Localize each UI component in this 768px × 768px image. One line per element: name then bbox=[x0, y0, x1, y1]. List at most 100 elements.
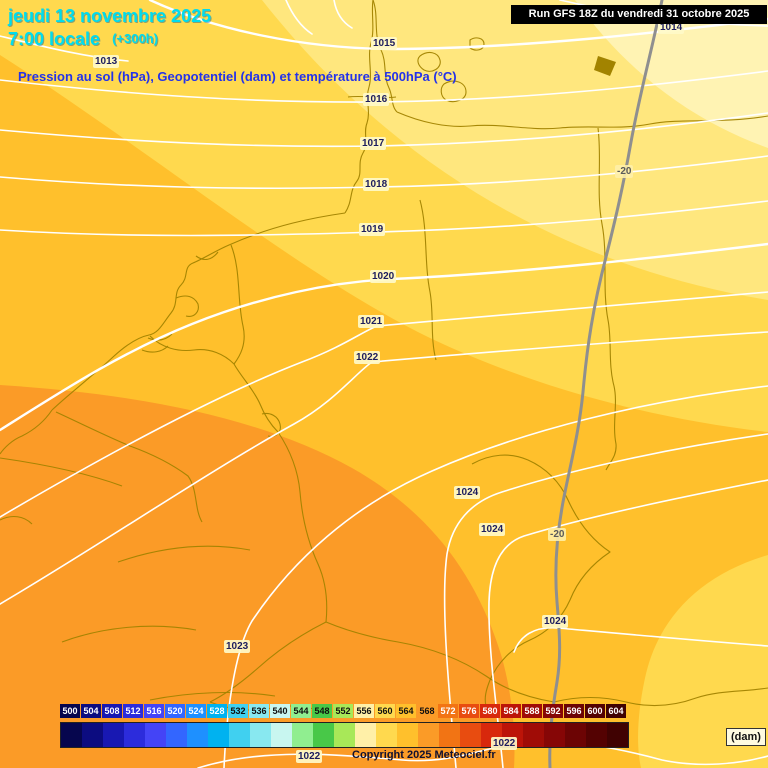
isobar-label: 1019 bbox=[359, 223, 386, 236]
german-internal-border bbox=[419, 199, 437, 361]
band-orange bbox=[0, 385, 515, 768]
legend-value: 592 bbox=[543, 704, 563, 718]
danish-island bbox=[417, 51, 441, 72]
legend-color-cell bbox=[523, 723, 544, 747]
legend-value: 500 bbox=[60, 704, 80, 718]
legend-color-cell bbox=[271, 723, 292, 747]
legend-value: 568 bbox=[417, 704, 437, 718]
map-subtitle: Pression au sol (hPa), Geopotentiel (dam… bbox=[18, 69, 457, 84]
legend-color-cell bbox=[145, 723, 166, 747]
legend-value: 520 bbox=[165, 704, 185, 718]
legend-color-cell bbox=[376, 723, 397, 747]
legend-color-cell bbox=[124, 723, 145, 747]
isobar-label: 1024 bbox=[542, 615, 569, 628]
legend-value: 560 bbox=[375, 704, 395, 718]
legend-value: 588 bbox=[522, 704, 542, 718]
legend-value: 540 bbox=[270, 704, 290, 718]
french-region-border bbox=[0, 457, 123, 487]
isobar-label: 1017 bbox=[360, 137, 387, 150]
isobar-line-1024 bbox=[443, 433, 768, 768]
france-belgium-border bbox=[55, 411, 203, 523]
model-run-info: Run GFS 18Z du vendredi 31 octobre 2025 bbox=[511, 5, 767, 24]
map-date: jeudi 13 novembre 2025 bbox=[8, 6, 212, 26]
copyright: Copyright 2025 Meteociel.fr bbox=[352, 749, 496, 761]
legend-value: 584 bbox=[501, 704, 521, 718]
isobar-label: 1016 bbox=[363, 93, 390, 106]
baltic-coast bbox=[396, 111, 768, 130]
map-time: 7:00 locale (+300h) bbox=[8, 29, 158, 50]
legend-color-cell bbox=[187, 723, 208, 747]
legend-value: 564 bbox=[396, 704, 416, 718]
isobar-label: 1020 bbox=[370, 270, 397, 283]
germany-poland-border bbox=[597, 127, 617, 471]
legend-color-bar bbox=[60, 722, 629, 748]
legend-value: 536 bbox=[249, 704, 269, 718]
isobar-line-1021 bbox=[0, 291, 768, 518]
isobar-fragment bbox=[285, 0, 313, 35]
legend-color-cell bbox=[61, 723, 82, 747]
legend-value: 552 bbox=[333, 704, 353, 718]
danish-island bbox=[440, 80, 467, 103]
isobar-label: 1021 bbox=[358, 315, 385, 328]
brittany-coast bbox=[0, 515, 33, 525]
isobar-label: 1022 bbox=[491, 737, 518, 750]
legend-value: 596 bbox=[564, 704, 584, 718]
map-time-text: 7:00 locale bbox=[8, 29, 101, 49]
legend-color-cell bbox=[208, 723, 229, 747]
legend-color-cell bbox=[103, 723, 124, 747]
legend-value: 604 bbox=[606, 704, 626, 718]
country-borders bbox=[0, 0, 768, 715]
isobar-label: 1022 bbox=[354, 351, 381, 364]
jutland-east-coast bbox=[372, 0, 398, 113]
legend-color-cell bbox=[439, 723, 460, 747]
legend-color-cell bbox=[355, 723, 376, 747]
legend-value: 528 bbox=[207, 704, 227, 718]
legend-color-cell bbox=[586, 723, 607, 747]
isobar-line-1023 bbox=[223, 385, 768, 768]
legend-color-cell bbox=[229, 723, 250, 747]
legend-color-cell bbox=[607, 723, 628, 747]
isobar-label: 1018 bbox=[363, 178, 390, 191]
french-region-border bbox=[117, 545, 251, 563]
legend-color-cell bbox=[313, 723, 334, 747]
north-sea-coast bbox=[51, 212, 346, 411]
french-region-border bbox=[149, 691, 276, 701]
isotherm-label: -20 bbox=[548, 528, 567, 541]
legend-value: 580 bbox=[480, 704, 500, 718]
legend-color-cell bbox=[292, 723, 313, 747]
isotherm-minus20-line bbox=[548, 0, 664, 768]
isobar-fragment bbox=[333, 0, 353, 29]
legend-value: 532 bbox=[228, 704, 248, 718]
legend: 500 504 508 512 516 520 524 528 532 536 540 544 548 5… bbox=[60, 704, 766, 748]
band-light-yellow bbox=[262, 0, 768, 300]
isobar-label: 1013 bbox=[93, 55, 120, 68]
legend-value: 512 bbox=[123, 704, 143, 718]
legend-value: 548 bbox=[312, 704, 332, 718]
french-region-border bbox=[61, 625, 197, 643]
isobar-line-1024 bbox=[513, 627, 768, 653]
legend-value: 600 bbox=[585, 704, 605, 718]
legend-values-row: 500 504 508 512 516 520 524 528 532 536 540 544 548 5… bbox=[60, 704, 760, 718]
isotherm-label: -20 bbox=[615, 165, 634, 178]
france-germany-border bbox=[277, 431, 328, 623]
legend-color-cell bbox=[82, 723, 103, 747]
legend-value: 508 bbox=[102, 704, 122, 718]
forecast-offset: (+300h) bbox=[112, 31, 158, 46]
isobar-line-1024 bbox=[488, 479, 768, 768]
legend-value: 524 bbox=[186, 704, 206, 718]
normandy-coast bbox=[0, 409, 53, 455]
legend-color-cell bbox=[565, 723, 586, 747]
legend-value: 516 bbox=[144, 704, 164, 718]
legend-color-cell bbox=[250, 723, 271, 747]
legend-color-cell bbox=[418, 723, 439, 747]
legend-value: 544 bbox=[291, 704, 311, 718]
isobar-line-1020 bbox=[0, 242, 768, 432]
danish-island bbox=[469, 37, 485, 51]
legend-color-cell bbox=[334, 723, 355, 747]
isobar-label: 1014 bbox=[658, 21, 685, 34]
netherlands-germany-border bbox=[230, 244, 245, 365]
legend-value: 576 bbox=[459, 704, 479, 718]
band-corner-yellow bbox=[638, 555, 768, 768]
